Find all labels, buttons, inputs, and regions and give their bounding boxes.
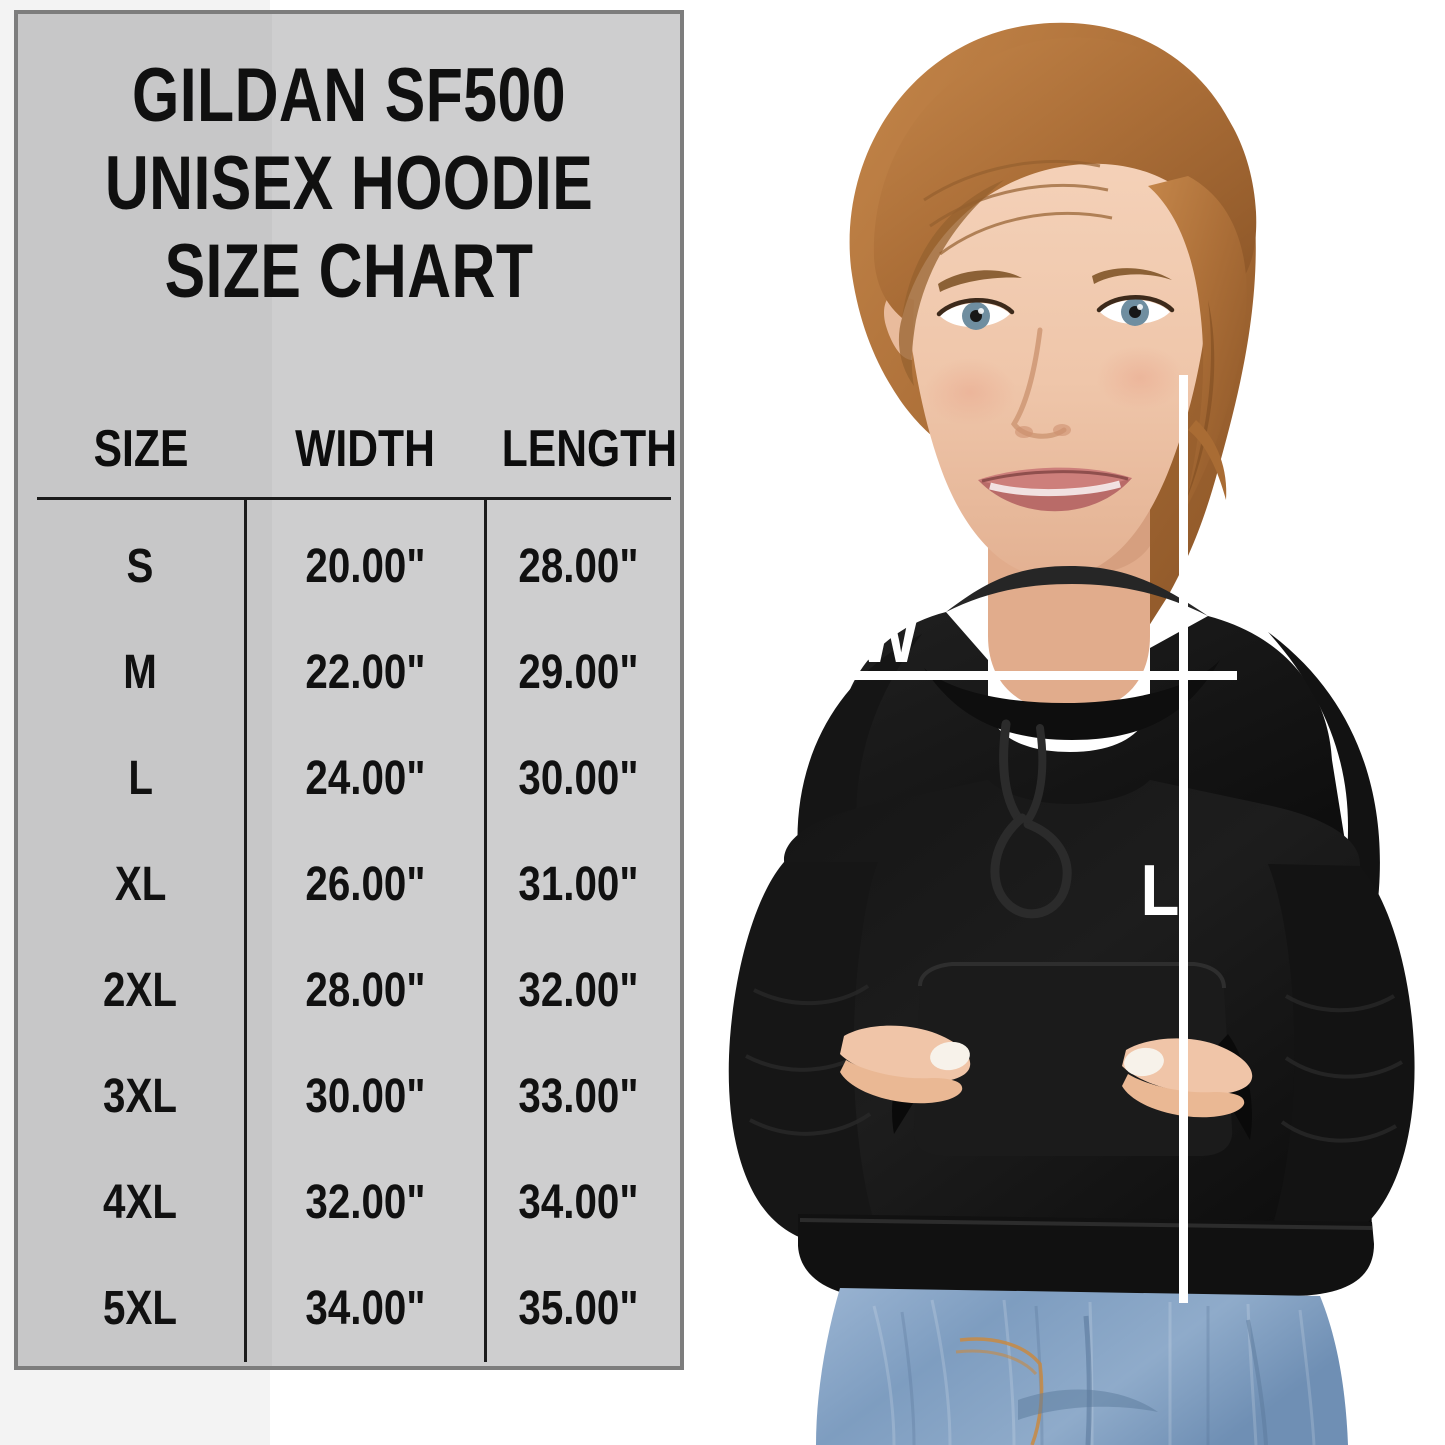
table-row: XL 26.00" 31.00"	[37, 832, 671, 938]
cell-length: 35.00"	[518, 1282, 639, 1335]
cell-size: 2XL	[103, 964, 178, 1017]
cell-width: 24.00"	[304, 752, 426, 805]
model-photo	[688, 0, 1445, 1445]
cell-width: 20.00"	[304, 540, 426, 593]
table-row: 2XL 28.00" 32.00"	[37, 938, 671, 1044]
cell-size: 4XL	[103, 1176, 178, 1229]
cell-size: L	[127, 752, 153, 805]
cell-width: 28.00"	[304, 964, 426, 1017]
chart-title: GILDAN SF500 UNISEX HOODIE SIZE CHART	[18, 52, 680, 316]
cell-length: 31.00"	[518, 858, 639, 911]
cell-length: 29.00"	[518, 646, 639, 699]
cell-size: 5XL	[103, 1282, 178, 1335]
size-table-body: S 20.00" 28.00" M 22.00" 29.00" L 24.00"	[37, 498, 671, 1362]
header-width: WIDTH	[295, 420, 435, 478]
cell-width: 26.00"	[304, 858, 426, 911]
size-table-wrapper: SIZE WIDTH LENGTH S 20.00" 28.00" M	[37, 419, 678, 1362]
chart-title-line-2: UNISEX HOODIE	[104, 141, 594, 226]
header-length: LENGTH	[501, 420, 678, 478]
table-row: L 24.00" 30.00"	[37, 726, 671, 832]
width-measure-label: W	[857, 599, 919, 677]
cell-width: 22.00"	[304, 646, 426, 699]
chart-title-line-1: GILDAN SF500	[132, 53, 566, 138]
table-row: 3XL 30.00" 33.00"	[37, 1044, 671, 1150]
table-row: S 20.00" 28.00"	[37, 498, 671, 620]
cell-length: 32.00"	[518, 964, 639, 1017]
table-row: 4XL 32.00" 34.00"	[37, 1150, 671, 1256]
header-size: SIZE	[93, 420, 189, 478]
table-header-row: SIZE WIDTH LENGTH	[37, 419, 678, 499]
cell-size: XL	[114, 858, 167, 911]
cell-width: 32.00"	[304, 1176, 426, 1229]
cell-length: 34.00"	[518, 1176, 639, 1229]
cell-width: 34.00"	[304, 1282, 426, 1335]
panel-shade	[18, 14, 272, 1366]
table-row: M 22.00" 29.00"	[37, 620, 671, 726]
length-measure-label: L	[1140, 851, 1180, 931]
size-chart-panel: GILDAN SF500 UNISEX HOODIE SIZE CHART SI…	[14, 10, 684, 1370]
cell-size: 3XL	[103, 1070, 178, 1123]
table-row: 5XL 34.00" 35.00"	[37, 1256, 671, 1362]
size-table: SIZE WIDTH LENGTH S 20.00" 28.00" M	[37, 419, 678, 1362]
cell-width: 30.00"	[304, 1070, 426, 1123]
cell-length: 30.00"	[518, 752, 639, 805]
length-measure-line	[1179, 375, 1188, 1303]
cell-length: 28.00"	[518, 540, 639, 593]
chart-title-line-3: SIZE CHART	[164, 229, 534, 314]
cell-size: M	[123, 646, 158, 699]
width-measure-line	[800, 671, 1237, 680]
cell-size: S	[126, 540, 154, 593]
size-table-head: SIZE WIDTH LENGTH	[37, 419, 678, 499]
cell-length: 33.00"	[518, 1070, 639, 1123]
